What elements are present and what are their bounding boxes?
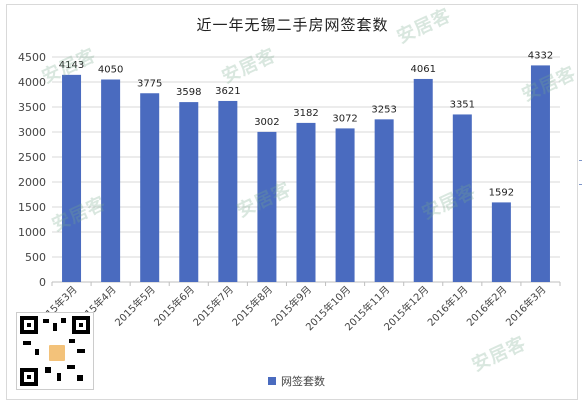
qr-module — [23, 341, 31, 345]
data-label: 4061 — [411, 64, 436, 75]
bar — [140, 93, 160, 282]
chart-title: 近一年无锡二手房网签套数 — [196, 16, 389, 34]
qr-module — [35, 349, 39, 355]
qr-module — [67, 365, 75, 369]
x-tick-label: 2015年8月 — [229, 283, 275, 329]
qr-finder-bottom-left — [20, 368, 38, 386]
bar — [335, 128, 355, 282]
y-tick-label: 0 — [39, 276, 46, 289]
bar — [257, 131, 277, 282]
edge-mark — [579, 160, 582, 161]
y-tick-label: 3000 — [18, 126, 46, 139]
x-tick-label: 2015年5月 — [112, 283, 158, 329]
data-label: 3072 — [332, 113, 357, 124]
y-tick-label: 1500 — [18, 201, 46, 214]
bar — [491, 202, 511, 282]
qr-finder-top-left — [20, 316, 38, 334]
bar — [296, 122, 316, 283]
y-tick-label: 2000 — [18, 176, 46, 189]
qr-module — [45, 367, 51, 373]
y-tick-label: 4000 — [18, 76, 46, 89]
qr-module — [77, 375, 83, 381]
edge-mark — [579, 184, 582, 185]
x-tick-label: 2016年1月 — [425, 283, 471, 329]
data-label: 3621 — [215, 86, 240, 97]
y-tick-label: 2500 — [18, 151, 46, 164]
bar — [374, 119, 394, 282]
y-tick-label: 3500 — [18, 101, 46, 114]
x-tick-label: 2016年2月 — [464, 283, 510, 329]
qr-module — [43, 319, 49, 323]
data-label: 3598 — [176, 87, 201, 98]
qr-module — [53, 323, 57, 331]
bar — [218, 100, 238, 282]
x-tick-label: 2015年6月 — [151, 283, 197, 329]
bar — [179, 102, 199, 282]
y-tick-label: 500 — [25, 251, 46, 264]
y-tick-label: 4500 — [18, 51, 46, 64]
qr-center-logo — [47, 343, 67, 363]
x-tick-label: 2016年3月 — [503, 283, 549, 329]
data-label: 1592 — [489, 187, 514, 198]
qr-module — [69, 339, 75, 343]
bar — [452, 114, 472, 282]
chart-border — [6, 4, 578, 400]
bar — [101, 79, 121, 282]
data-label: 3351 — [450, 99, 475, 110]
data-label: 3182 — [293, 108, 318, 119]
data-label: 3775 — [137, 78, 162, 89]
bar — [413, 78, 433, 282]
qr-module — [57, 373, 61, 381]
data-label: 4143 — [59, 60, 84, 71]
qr-module — [61, 318, 66, 323]
x-tick-label: 2015年7月 — [190, 283, 236, 329]
data-label: 3253 — [371, 104, 396, 115]
data-label: 4050 — [98, 65, 123, 76]
qr-code — [16, 312, 94, 390]
data-label: 3002 — [254, 117, 279, 128]
legend: 网签套数 — [268, 373, 325, 389]
legend-label: 网签套数 — [281, 375, 325, 388]
y-tick-label: 1000 — [18, 226, 46, 239]
bar — [530, 65, 550, 283]
legend-swatch — [268, 377, 276, 385]
qr-finder-top-right — [72, 316, 90, 334]
data-label: 4332 — [528, 50, 553, 61]
bar — [62, 74, 82, 282]
qr-module — [77, 349, 85, 353]
